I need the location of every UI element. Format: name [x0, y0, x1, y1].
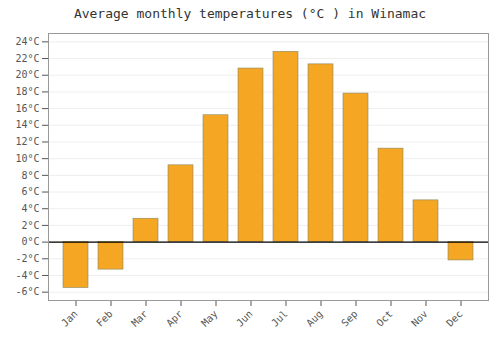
- svg-text:Aug: Aug: [304, 308, 325, 329]
- svg-text:22°C: 22°C: [15, 53, 39, 64]
- svg-text:16°C: 16°C: [15, 103, 39, 114]
- svg-text:-6°C: -6°C: [15, 286, 39, 297]
- svg-text:12°C: 12°C: [15, 136, 39, 147]
- svg-text:Jun: Jun: [234, 308, 255, 329]
- svg-text:Dec: Dec: [444, 308, 465, 329]
- svg-text:Jan: Jan: [59, 308, 80, 329]
- svg-text:Nov: Nov: [409, 308, 430, 329]
- svg-text:14°C: 14°C: [15, 119, 39, 130]
- svg-text:18°C: 18°C: [15, 86, 39, 97]
- svg-text:Jul: Jul: [269, 308, 290, 329]
- svg-text:20°C: 20°C: [15, 69, 39, 80]
- svg-text:8°C: 8°C: [21, 170, 39, 181]
- svg-text:24°C: 24°C: [15, 36, 39, 47]
- svg-text:Sep: Sep: [339, 308, 360, 329]
- svg-text:Oct: Oct: [374, 308, 395, 329]
- svg-text:Apr: Apr: [164, 308, 185, 329]
- svg-text:2°C: 2°C: [21, 220, 39, 231]
- svg-text:4°C: 4°C: [21, 203, 39, 214]
- svg-text:May: May: [199, 308, 220, 329]
- svg-text:6°C: 6°C: [21, 186, 39, 197]
- html-text:Average monthly temperatures (: Average monthly temperatures (°C ) in Wi…: [73, 6, 427, 21]
- svg-text:Mar: Mar: [129, 308, 150, 329]
- svg-text:-2°C: -2°C: [15, 253, 39, 264]
- svg-text:0°C: 0°C: [21, 236, 39, 247]
- svg-text:10°C: 10°C: [15, 153, 39, 164]
- svg-text:Feb: Feb: [94, 308, 115, 329]
- svg-text:-4°C: -4°C: [15, 270, 39, 281]
